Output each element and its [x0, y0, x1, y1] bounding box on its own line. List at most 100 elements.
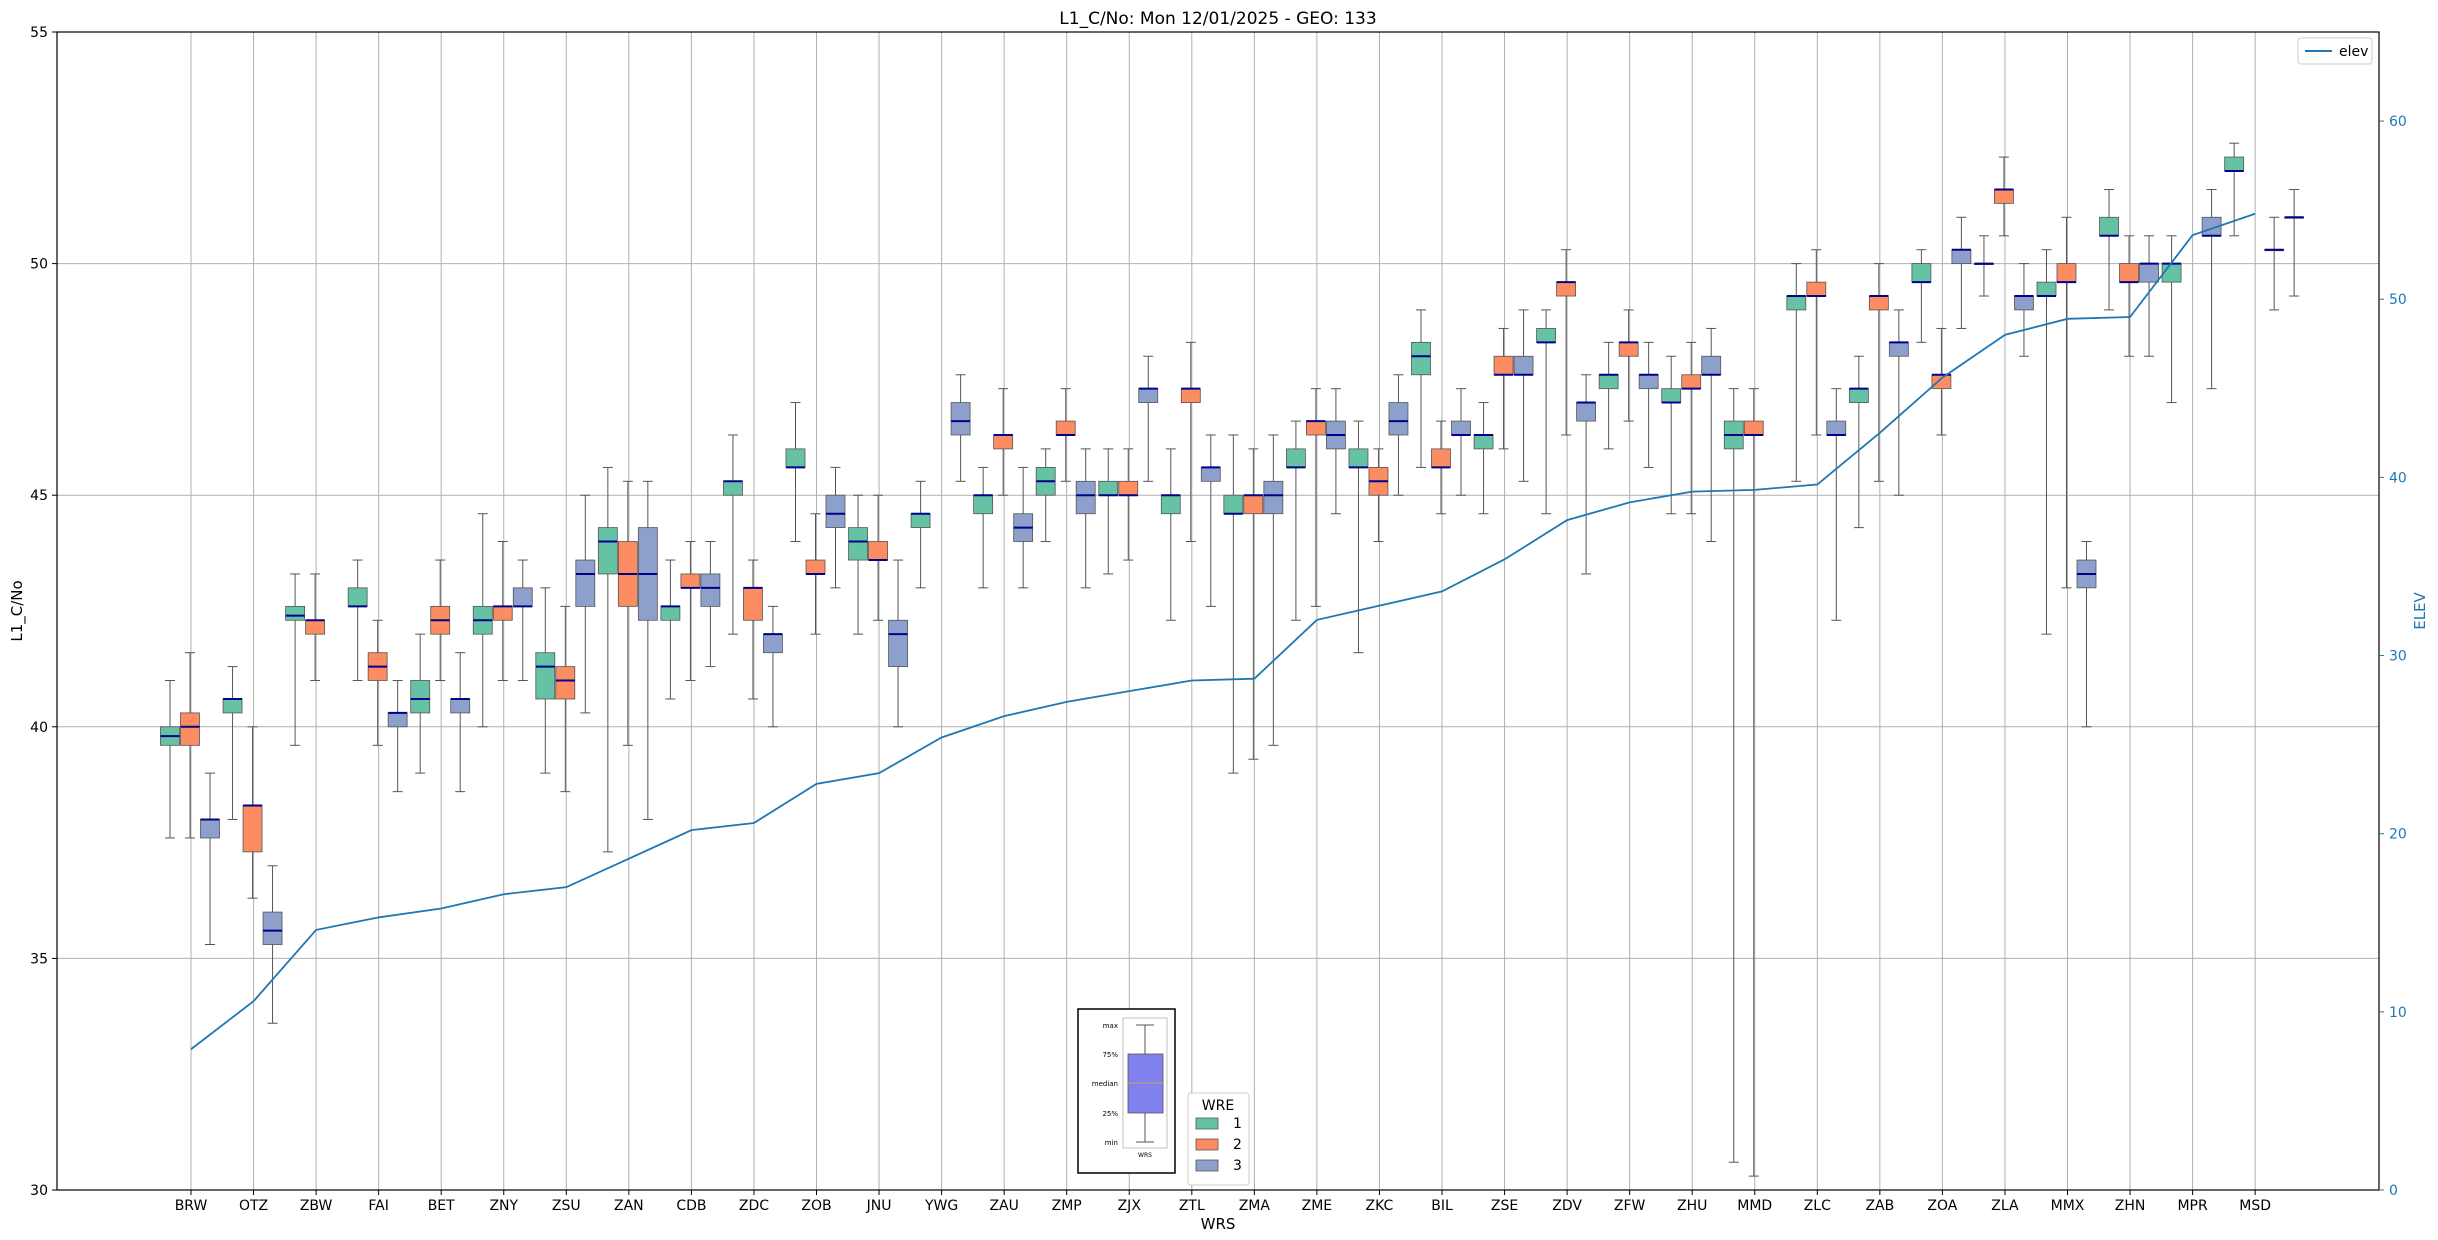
boxplot-key-label-median: median — [1092, 1080, 1118, 1088]
box-iqr — [910, 513, 931, 529]
box-wre-2-zlc — [1806, 249, 1827, 436]
x-tick-label: CDB — [676, 1198, 706, 1214]
box-iqr — [1513, 355, 1534, 376]
box-iqr — [410, 680, 431, 714]
box-wre-3-zfw — [1638, 341, 1659, 468]
x-tick-label: ZTL — [1179, 1198, 1205, 1214]
box-wre-1-fai — [347, 559, 368, 681]
x-tick-label: MMD — [1737, 1198, 1772, 1214]
box-wre-2-otz — [242, 726, 263, 899]
box-wre-1-zny — [472, 513, 493, 728]
box-wre-3-ywg — [950, 374, 971, 482]
x-tick-label: ZAU — [989, 1198, 1018, 1214]
box-wre-1-mpr — [2161, 235, 2182, 404]
box-wre-1-mmx — [2036, 249, 2057, 635]
box-iqr — [1348, 448, 1369, 468]
box-wre-3-ztl — [1200, 434, 1221, 607]
wre-legend: WRE 1 2 3 — [1187, 1092, 1250, 1186]
box-wre-2-zny — [492, 541, 513, 681]
box-iqr — [660, 605, 681, 621]
x-tick-label: ZDV — [1552, 1198, 1582, 1214]
x-tick-label: FAI — [368, 1198, 388, 1214]
box-wre-3-otz — [262, 865, 283, 1024]
box-wre-2-zfw — [1618, 309, 1639, 422]
x-tick-label: MPR — [2177, 1198, 2208, 1214]
box-iqr — [1243, 494, 1264, 515]
wre-legend-swatch-2 — [1195, 1138, 1219, 1151]
box-iqr — [1576, 402, 1596, 422]
y-tick-label: 50 — [30, 257, 48, 273]
box-iqr — [262, 911, 283, 945]
box-wre-3-zhu — [1701, 327, 1722, 543]
x-tick-label: BIL — [1431, 1198, 1453, 1214]
box-wre-2-zob — [805, 513, 826, 635]
box-wre-2-fai — [367, 619, 388, 746]
y-tick-label: 35 — [30, 951, 48, 967]
box-wre-3-bil — [1451, 388, 1471, 496]
box-wre-3-zan — [637, 480, 658, 820]
box-iqr — [1743, 420, 1764, 436]
box-iqr — [805, 559, 826, 575]
wre-legend-swatch-3 — [1195, 1159, 1219, 1172]
box-wre-1-zhn — [2099, 188, 2119, 311]
box-iqr — [2056, 263, 2077, 283]
box-wre-1-otz — [222, 666, 243, 820]
y2-tick-label: 30 — [2389, 649, 2407, 665]
x-tick-label: ZSU — [552, 1198, 581, 1214]
box-iqr — [1075, 480, 1096, 515]
box-wre-2-zma — [1243, 448, 1264, 760]
box-wre-2-zkc — [1368, 448, 1389, 543]
box-plots — [160, 142, 2305, 1177]
box-wre-3-zny — [512, 559, 533, 681]
box-wre-1-zhu — [1661, 355, 1682, 515]
box-iqr — [555, 666, 576, 700]
box-iqr — [743, 587, 763, 621]
box-iqr — [1138, 388, 1159, 403]
x-tick-label: ZLA — [1991, 1198, 2019, 1214]
box-iqr — [1848, 388, 1869, 403]
box-iqr — [2139, 263, 2159, 283]
elev-legend: elev — [2297, 37, 2373, 65]
box-iqr — [950, 402, 971, 436]
box-wre-2-zab — [1868, 263, 1889, 482]
y2-tick-label: 60 — [2389, 114, 2407, 130]
box-wre-2-bet — [430, 559, 451, 681]
box-wre-1-mmd — [1723, 388, 1744, 1163]
y2-tick-label: 10 — [2389, 1005, 2407, 1021]
box-wre-1-zob — [785, 402, 806, 543]
chart-title: L1_C/No: Mon 12/01/2025 - GEO: 133 — [1059, 9, 1376, 29]
box-wre-2-zdc — [743, 559, 763, 700]
box-wre-2-mmx — [2056, 216, 2077, 589]
box-iqr — [222, 698, 243, 714]
box-wre-3-jnu — [888, 559, 908, 728]
box-iqr — [825, 494, 846, 529]
box-wre-1-zdc — [723, 434, 743, 635]
x-tick-label: ZDC — [739, 1198, 769, 1214]
box-iqr — [1536, 328, 1556, 343]
box-wre-2-zse — [1493, 327, 1514, 450]
box-wre-3-zjx — [1138, 355, 1159, 482]
plot-frame — [56, 31, 2380, 1191]
box-iqr — [1431, 448, 1451, 468]
box-wre-3-zdv — [1576, 374, 1596, 575]
box-iqr — [888, 619, 908, 667]
box-wre-3-zdc — [763, 605, 783, 728]
box-wre-3-zmp — [1075, 448, 1096, 589]
y2-axis-label: ELEV — [2411, 591, 2429, 629]
box-iqr — [1098, 480, 1119, 496]
x-tick-label: ZJX — [1118, 1198, 1142, 1214]
box-wre-1-zfw — [1598, 341, 1619, 450]
x-tick-label: ZKC — [1366, 1198, 1394, 1214]
box-wre-3-mpr — [2201, 188, 2222, 390]
box-wre-2-zmp — [1055, 388, 1076, 482]
box-iqr — [723, 480, 743, 496]
box-iqr — [700, 573, 721, 607]
y2-tick-label: 50 — [2389, 292, 2407, 308]
box-wre-2-zsu — [555, 605, 576, 793]
box-wre-3-brw — [200, 772, 220, 946]
box-iqr — [1888, 341, 1909, 357]
y-tick-label: 45 — [30, 488, 48, 504]
box-wre-1-zau — [973, 466, 994, 589]
wre-legend-label-3: 3 — [1233, 1158, 1242, 1174]
